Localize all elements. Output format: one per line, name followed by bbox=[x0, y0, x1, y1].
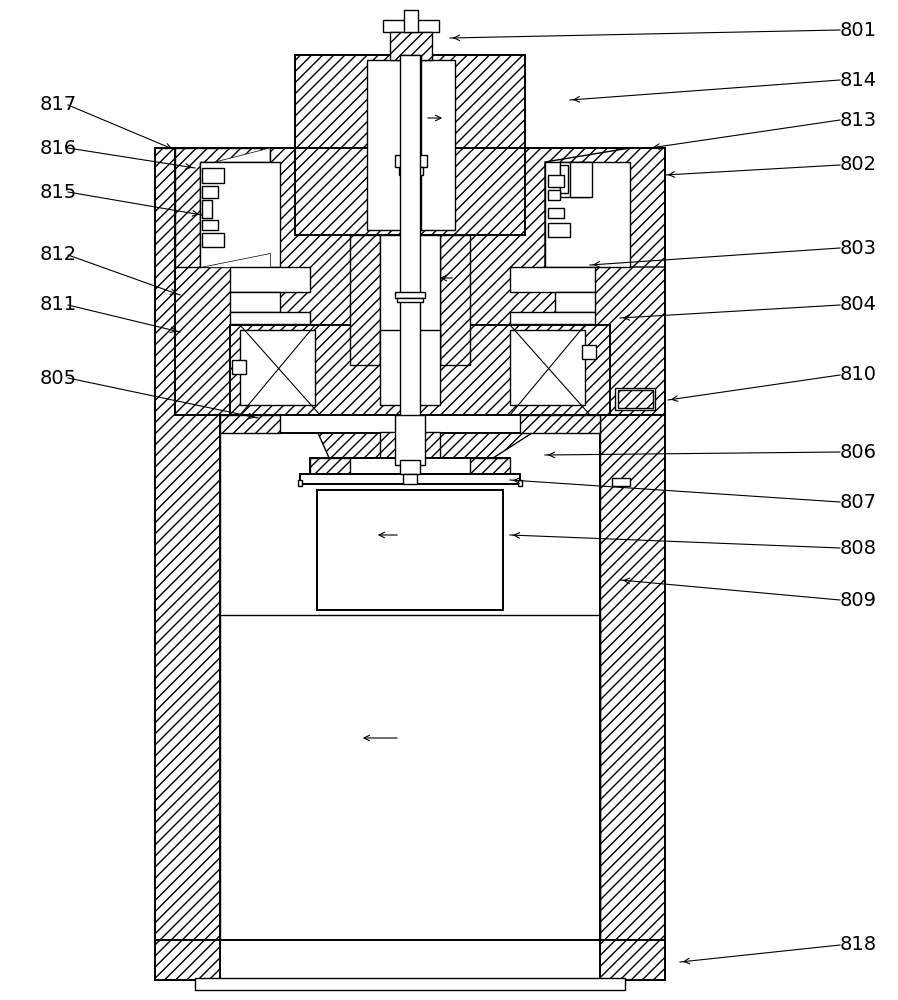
Bar bbox=[582, 345, 596, 359]
Text: 809: 809 bbox=[840, 590, 877, 609]
Bar bbox=[230, 292, 280, 312]
Text: 811: 811 bbox=[40, 296, 77, 314]
Bar bbox=[548, 175, 564, 187]
Bar bbox=[548, 223, 570, 237]
Bar bbox=[400, 55, 420, 445]
Bar bbox=[317, 490, 503, 610]
Bar bbox=[155, 940, 220, 980]
Text: 810: 810 bbox=[840, 365, 877, 384]
Bar bbox=[230, 267, 310, 292]
Polygon shape bbox=[215, 148, 270, 162]
Text: 814: 814 bbox=[840, 70, 877, 90]
Bar bbox=[570, 162, 592, 197]
Bar bbox=[600, 148, 665, 968]
Bar bbox=[560, 162, 590, 197]
Bar bbox=[220, 415, 600, 433]
Bar bbox=[202, 220, 218, 230]
Polygon shape bbox=[545, 148, 665, 267]
Polygon shape bbox=[175, 148, 270, 267]
Bar bbox=[548, 208, 564, 218]
Bar bbox=[403, 474, 417, 484]
Bar bbox=[230, 312, 310, 324]
Text: 806: 806 bbox=[840, 442, 877, 462]
Bar bbox=[175, 148, 470, 415]
Bar bbox=[612, 478, 630, 486]
Bar bbox=[300, 474, 520, 484]
Bar bbox=[380, 235, 440, 365]
Bar bbox=[310, 458, 350, 474]
Bar bbox=[232, 360, 246, 374]
Bar bbox=[397, 298, 423, 302]
Text: 805: 805 bbox=[40, 368, 77, 387]
Bar bbox=[615, 388, 655, 410]
Bar bbox=[399, 167, 423, 175]
Bar bbox=[202, 186, 218, 198]
Text: 818: 818 bbox=[840, 936, 877, 954]
Bar bbox=[298, 480, 302, 486]
Bar bbox=[548, 190, 560, 200]
Bar bbox=[380, 330, 440, 405]
Bar bbox=[220, 615, 600, 940]
Bar bbox=[545, 162, 630, 267]
Text: 803: 803 bbox=[840, 238, 877, 257]
Bar bbox=[380, 432, 440, 462]
Bar bbox=[518, 480, 522, 486]
Bar bbox=[520, 415, 600, 433]
Bar bbox=[401, 55, 421, 230]
Bar bbox=[195, 978, 625, 990]
Bar bbox=[155, 148, 220, 968]
Bar bbox=[440, 235, 470, 365]
Bar bbox=[510, 330, 585, 405]
Bar bbox=[555, 292, 595, 312]
Polygon shape bbox=[200, 253, 270, 267]
Bar bbox=[400, 460, 420, 474]
Bar bbox=[404, 175, 418, 230]
Bar bbox=[470, 148, 665, 415]
Bar bbox=[367, 60, 455, 230]
Bar bbox=[383, 20, 439, 32]
Bar bbox=[295, 55, 525, 235]
Text: 807: 807 bbox=[840, 492, 877, 512]
Bar bbox=[560, 165, 568, 193]
Text: 816: 816 bbox=[40, 138, 77, 157]
Bar bbox=[600, 940, 665, 980]
Text: 815: 815 bbox=[40, 182, 77, 202]
Bar bbox=[390, 32, 432, 60]
Bar bbox=[220, 415, 600, 940]
Bar bbox=[404, 10, 418, 32]
Text: 801: 801 bbox=[840, 20, 877, 39]
Bar bbox=[155, 940, 665, 980]
Bar bbox=[470, 458, 510, 474]
Text: 802: 802 bbox=[840, 155, 877, 174]
Bar bbox=[510, 312, 595, 324]
Text: 808: 808 bbox=[840, 538, 877, 558]
Bar bbox=[200, 162, 280, 267]
Bar bbox=[395, 292, 425, 298]
Bar bbox=[510, 267, 595, 292]
Text: 804: 804 bbox=[840, 296, 877, 314]
Text: 813: 813 bbox=[840, 110, 877, 129]
Text: 817: 817 bbox=[40, 96, 77, 114]
Bar bbox=[230, 325, 610, 415]
Bar bbox=[202, 168, 224, 183]
Bar bbox=[310, 458, 510, 474]
Bar bbox=[395, 155, 427, 167]
Bar bbox=[220, 415, 280, 433]
Bar bbox=[202, 233, 224, 247]
Bar bbox=[202, 200, 212, 218]
Bar bbox=[350, 235, 380, 365]
Polygon shape bbox=[310, 415, 560, 460]
Text: 812: 812 bbox=[40, 245, 77, 264]
Bar bbox=[618, 390, 653, 408]
Bar bbox=[240, 330, 315, 405]
Bar bbox=[395, 415, 425, 465]
